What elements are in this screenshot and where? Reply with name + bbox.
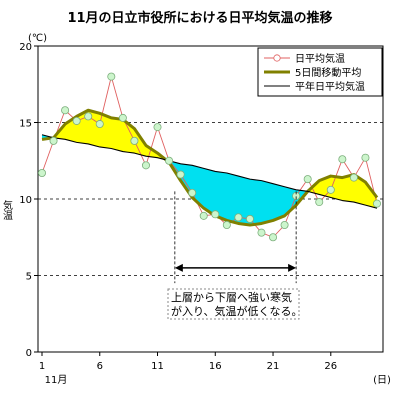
daily-point: [84, 112, 93, 121]
legend-label: 日平均気温: [295, 52, 345, 65]
annotation: 上層から下層へ強い寒気 が入り、気温が低くなる。: [167, 191, 303, 320]
daily-point: [61, 106, 70, 115]
x-tick-label: 26: [324, 361, 337, 372]
normal-line: [41, 134, 378, 209]
daily-points: [38, 72, 381, 242]
annotation-box: [167, 288, 300, 320]
daily-point: [326, 185, 335, 194]
daily-point: [188, 188, 197, 197]
legend-label: 平年日平均気温: [295, 80, 365, 93]
daily-point: [234, 213, 243, 222]
above-normal-fill: [307, 174, 377, 209]
daily-point: [280, 221, 289, 230]
series-lines: [41, 76, 379, 238]
daily-point: [211, 210, 220, 219]
annotation-line-1: 上層から下層へ強い寒気: [171, 290, 292, 304]
annotation-arrowhead-right: [288, 263, 297, 272]
anomaly-fills: [42, 110, 377, 226]
y-tick-label: 20: [19, 42, 32, 53]
daily-point: [153, 123, 162, 132]
legend-label: 5日間移動平均: [295, 66, 361, 79]
daily-point: [118, 113, 127, 122]
daily-point: [165, 156, 174, 165]
y-tick-label: 15: [19, 119, 32, 130]
x-unit-label: (日): [373, 375, 391, 386]
daily-point: [349, 173, 358, 182]
daily-point: [199, 211, 208, 220]
daily-point: [269, 233, 278, 242]
daily-point: [38, 168, 47, 177]
x-tick-label: 6: [97, 361, 103, 372]
daily-point: [361, 153, 370, 162]
daily-point: [95, 120, 104, 129]
daily-point: [141, 161, 150, 170]
annotation-line-2: が入り、気温が低くなる。: [171, 304, 303, 318]
y-tick-label: 10: [19, 195, 32, 206]
daily-point: [315, 198, 324, 207]
y-tick-label: 0: [26, 348, 32, 359]
daily-point: [372, 199, 381, 208]
x-tick-label: 21: [267, 361, 280, 372]
daily-point: [338, 155, 347, 164]
y-axis-label: 気温: [1, 199, 13, 220]
daily-point: [107, 72, 116, 81]
chart-title: 11月の日立市役所における日平均気温の推移: [67, 10, 332, 26]
y-tick-label: 5: [26, 272, 32, 283]
daily-point: [245, 214, 254, 223]
daily-point: [222, 221, 231, 230]
moving-average-line: [41, 108, 379, 227]
x-month-label: 11月: [45, 374, 68, 386]
daily-point: [176, 170, 185, 179]
y-axis-ticks: 0 5 10 15 20: [19, 42, 38, 359]
x-tick-label: 16: [209, 361, 222, 372]
below-normal-fill: [166, 159, 308, 226]
daily-point: [130, 136, 139, 145]
legend-swatch-marker: [273, 54, 281, 62]
x-axis-ticks: 1 6 11 16 21 26: [39, 352, 337, 372]
daily-point: [303, 175, 312, 184]
x-tick-label: 11: [151, 361, 164, 372]
x-tick-label: 1: [39, 361, 45, 372]
daily-point: [72, 116, 81, 125]
y-unit-label: (℃): [28, 33, 47, 44]
daily-point: [49, 136, 58, 145]
annotation-arrowhead-left: [174, 263, 183, 272]
daily-point: [257, 228, 266, 237]
